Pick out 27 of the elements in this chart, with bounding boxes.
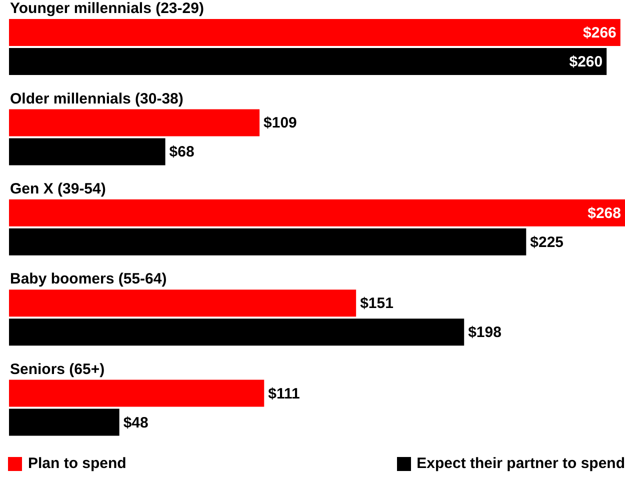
data-label: $68 (169, 144, 194, 161)
bar (9, 48, 607, 75)
bar (9, 318, 464, 346)
legend-label: Plan to spend (28, 455, 126, 472)
legend-label: Expect their partner to spend (416, 455, 625, 472)
data-label: $225 (530, 234, 564, 251)
bar (9, 109, 260, 136)
data-label: $151 (360, 295, 394, 312)
data-label: $48 (123, 414, 148, 432)
bar (9, 199, 625, 226)
data-label: $111 (268, 385, 300, 402)
data-label: $268 (588, 204, 621, 222)
bar (9, 228, 526, 256)
bar (9, 138, 166, 166)
data-label: $266 (583, 24, 616, 42)
data-label: $198 (468, 324, 502, 342)
data-label: $260 (569, 54, 603, 70)
y-tick-label: Younger millennials (23-29) (10, 0, 204, 18)
bar (9, 408, 120, 436)
y-tick-label: Gen X (39-54) (10, 180, 106, 198)
bar (9, 290, 356, 317)
bar (9, 19, 620, 46)
bar (9, 380, 264, 407)
y-tick-label: Older millennials (30-38) (10, 90, 184, 108)
y-tick-label: Baby boomers (55-64) (10, 270, 167, 288)
data-label: $109 (264, 114, 297, 132)
y-tick-label: Seniors (65+) (10, 360, 105, 378)
